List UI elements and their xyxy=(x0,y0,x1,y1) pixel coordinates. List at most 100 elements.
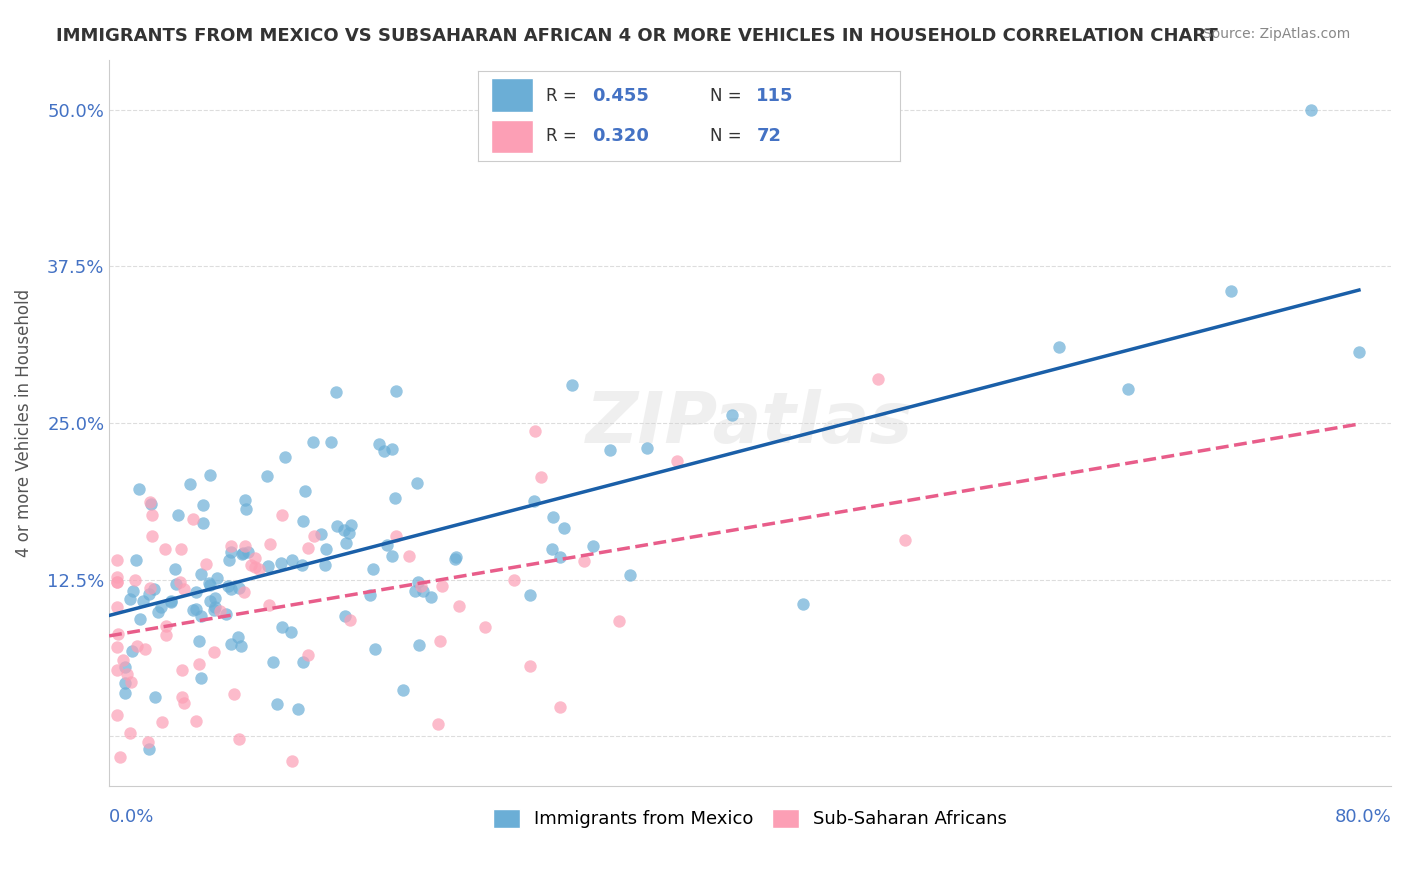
Point xyxy=(173,582,195,596)
Point xyxy=(160,594,183,608)
Point xyxy=(406,475,429,490)
Point xyxy=(150,600,173,615)
Point xyxy=(444,550,467,565)
Point xyxy=(170,542,193,557)
Point xyxy=(219,637,242,651)
Point xyxy=(243,550,266,565)
Point xyxy=(519,588,541,602)
Point xyxy=(181,603,204,617)
Point xyxy=(240,558,263,573)
Point xyxy=(138,742,160,756)
Point xyxy=(194,557,217,571)
Point xyxy=(381,442,404,456)
Point xyxy=(582,540,605,554)
Point xyxy=(202,603,225,617)
Point xyxy=(523,424,546,438)
Point xyxy=(503,574,526,588)
Point xyxy=(406,575,429,590)
Point xyxy=(107,627,129,641)
Point xyxy=(105,574,128,589)
Point xyxy=(280,553,302,567)
Point xyxy=(335,535,357,549)
Point xyxy=(412,584,434,599)
Point xyxy=(222,687,245,701)
Point xyxy=(105,599,128,614)
Point xyxy=(167,508,190,522)
Point xyxy=(232,546,254,560)
Point xyxy=(125,552,148,566)
Point xyxy=(271,620,294,634)
Point xyxy=(271,508,294,522)
Point xyxy=(297,541,319,555)
Point xyxy=(153,541,176,556)
Point xyxy=(375,538,398,552)
Point xyxy=(232,585,254,599)
Point xyxy=(114,676,136,690)
Point xyxy=(200,577,222,591)
Point xyxy=(297,648,319,662)
Point xyxy=(197,576,219,591)
Point xyxy=(235,501,257,516)
Point xyxy=(325,385,347,400)
Point xyxy=(262,655,284,669)
Point xyxy=(136,734,159,748)
Point xyxy=(204,600,226,615)
Point xyxy=(326,518,349,533)
Point xyxy=(120,726,142,740)
Point xyxy=(541,541,564,556)
Point xyxy=(145,690,167,705)
Point xyxy=(339,613,361,627)
Point xyxy=(340,518,363,533)
Point xyxy=(219,582,242,597)
Point xyxy=(398,549,420,564)
Point xyxy=(191,499,214,513)
Point xyxy=(359,587,381,601)
Point xyxy=(138,587,160,601)
Point xyxy=(150,714,173,729)
Point xyxy=(188,657,211,671)
Point xyxy=(281,755,304,769)
Point xyxy=(112,653,135,667)
Point xyxy=(141,529,163,543)
Point xyxy=(259,537,281,551)
Point xyxy=(449,599,471,613)
Point xyxy=(309,527,332,541)
Point xyxy=(124,573,146,587)
Point xyxy=(561,378,583,392)
Point xyxy=(105,640,128,655)
Point xyxy=(143,582,166,597)
Point xyxy=(429,634,451,648)
Point xyxy=(110,750,132,764)
Point xyxy=(404,584,426,599)
Point xyxy=(408,638,430,652)
Point xyxy=(523,493,546,508)
Point xyxy=(519,659,541,673)
Point xyxy=(333,523,356,537)
Point xyxy=(280,625,302,640)
Point xyxy=(165,562,187,576)
Point xyxy=(215,607,238,621)
Point xyxy=(205,571,228,585)
Text: R =: R = xyxy=(546,87,582,105)
Point xyxy=(155,628,177,642)
Point xyxy=(287,702,309,716)
Point xyxy=(294,483,316,498)
Point xyxy=(139,497,162,511)
Point xyxy=(599,443,621,458)
Point xyxy=(292,656,315,670)
Point xyxy=(127,639,149,653)
Point xyxy=(302,528,325,542)
Point xyxy=(105,575,128,590)
Point xyxy=(218,553,240,567)
Point xyxy=(553,521,575,535)
Point xyxy=(391,682,413,697)
Point xyxy=(198,594,221,608)
Point xyxy=(146,605,169,619)
Point xyxy=(1047,340,1070,354)
Point xyxy=(636,441,658,455)
Point xyxy=(141,508,163,522)
Point xyxy=(1219,285,1241,299)
Point xyxy=(541,510,564,524)
Point xyxy=(266,698,288,712)
Point xyxy=(221,545,243,559)
